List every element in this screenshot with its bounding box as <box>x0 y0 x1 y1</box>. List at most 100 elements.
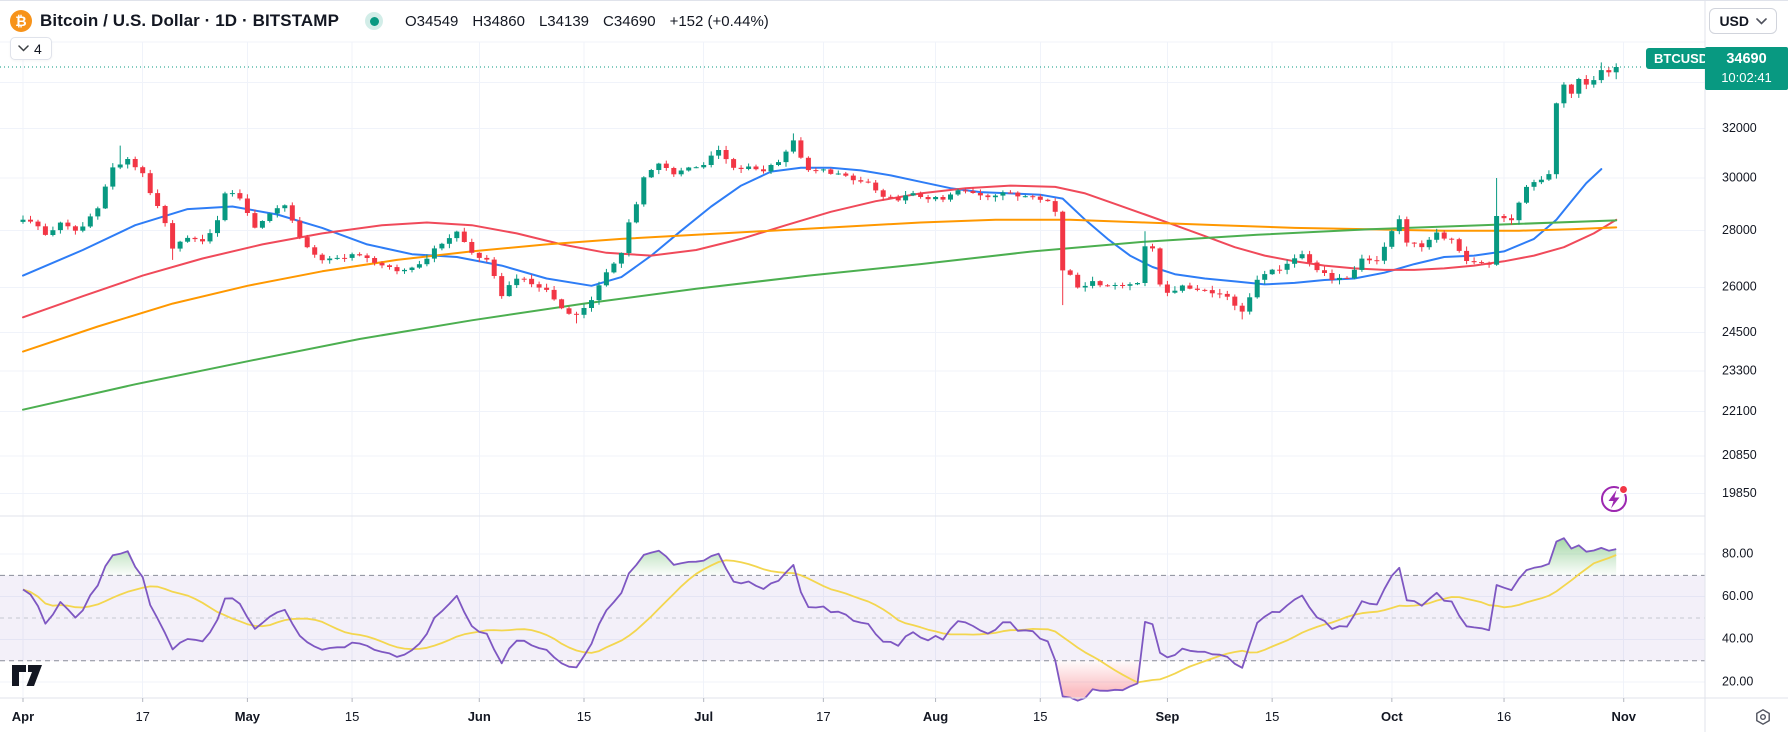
candle-body <box>177 241 183 249</box>
candle-body <box>312 247 318 255</box>
candle-body <box>1030 196 1036 198</box>
candle-body <box>274 208 280 214</box>
candle-body <box>342 257 348 259</box>
candle-body <box>1314 262 1320 271</box>
candle-body <box>1396 219 1402 232</box>
candle-body <box>581 308 587 315</box>
candle-body <box>476 252 482 258</box>
candle-body <box>1583 79 1589 85</box>
candle-body <box>738 167 744 169</box>
candle-body <box>828 169 834 174</box>
candle-body <box>147 173 153 194</box>
time-axis-label: Jul <box>694 709 713 724</box>
candle-body <box>57 222 63 231</box>
time-axis-label: 17 <box>816 709 830 724</box>
candle-body <box>364 255 370 258</box>
candle-body <box>1464 250 1470 261</box>
candle-body <box>783 151 789 163</box>
candle-body <box>970 191 976 193</box>
candle-body <box>746 166 752 169</box>
candle-body <box>1434 232 1440 240</box>
candle-body <box>603 272 609 286</box>
candle-body <box>1329 273 1335 280</box>
candle-body <box>589 300 594 308</box>
candle-body <box>536 284 542 288</box>
axis-settings-icon[interactable] <box>1756 709 1770 725</box>
candle-body <box>446 238 452 244</box>
chart-header: ₿ Bitcoin / U.S. Dollar · 1D · BITSTAMP … <box>0 1 1788 41</box>
current-price-countdown: 10:02:41 <box>1721 70 1772 85</box>
candle-body <box>1015 192 1021 197</box>
rsi-line[interactable] <box>22 537 1617 702</box>
candle-body <box>506 285 512 297</box>
time-axis[interactable]: Apr 17 May 15 Jun 15 Jul 17 Aug 15 Sep 15 Oct 16 Nov <box>12 698 1637 724</box>
lightning-icon[interactable] <box>1601 484 1629 512</box>
candle-body <box>170 223 176 249</box>
candle-body <box>461 231 467 242</box>
price-axis-label: 22100 <box>1722 404 1757 418</box>
price-axis-label: 32000 <box>1722 121 1757 135</box>
candle-body <box>955 190 961 195</box>
candle-body <box>963 190 968 192</box>
candle-body <box>372 258 378 263</box>
currency-selector[interactable]: USD <box>1709 8 1777 34</box>
candle-body <box>282 205 288 209</box>
candle-body <box>768 165 774 172</box>
rsi-axis-label: 60.00 <box>1722 589 1753 603</box>
candle-body <box>1209 290 1215 294</box>
price-axis-label: 28000 <box>1722 223 1757 237</box>
candle-body <box>873 182 879 191</box>
candle-body <box>244 198 250 213</box>
rsi-signal-line[interactable] <box>22 554 1617 684</box>
price-axis-label: 30000 <box>1722 170 1757 184</box>
candle-body <box>918 193 924 197</box>
candle-body <box>1344 277 1350 279</box>
candle-body <box>1553 103 1559 175</box>
candlestick-series[interactable] <box>20 62 1619 324</box>
candle-body <box>903 195 909 201</box>
rsi-axis-label: 40.00 <box>1722 632 1753 646</box>
candle-body <box>858 180 864 182</box>
candle-body <box>1404 219 1410 243</box>
candle-body <box>1247 297 1253 312</box>
candle-body <box>185 237 191 242</box>
candle-body <box>551 289 557 300</box>
time-axis-label: Sep <box>1156 709 1180 724</box>
tradingview-logo[interactable] <box>12 665 42 686</box>
candle-body <box>1524 186 1529 203</box>
ma-mid-red[interactable] <box>22 184 1618 319</box>
candle-body <box>409 267 415 270</box>
price-axis[interactable]: 32000 30000 28000 26000 24500 23300 22100 20850… <box>1722 121 1757 688</box>
ma-long-green[interactable] <box>22 219 1618 411</box>
candle-body <box>985 195 991 198</box>
rsi-band <box>0 574 1705 662</box>
symbol-title[interactable]: Bitcoin / U.S. Dollar · 1D · BITSTAMP <box>40 11 340 30</box>
candle-body <box>559 299 565 309</box>
candle-body <box>925 197 931 200</box>
candle-body <box>596 285 602 301</box>
time-axis-label: May <box>235 709 261 724</box>
candle-body <box>1359 258 1365 270</box>
candle-body <box>1090 281 1096 286</box>
time-axis-label: Apr <box>12 709 34 724</box>
ma-slow-orange[interactable] <box>22 218 1618 353</box>
candle-body <box>933 197 939 200</box>
candle-body <box>1337 277 1342 280</box>
candle-body <box>574 313 579 315</box>
candle-body <box>1374 260 1380 262</box>
price-axis-label: 26000 <box>1722 280 1757 294</box>
candle-body <box>1037 196 1043 200</box>
candle-body <box>1568 84 1574 94</box>
candle-body <box>1202 289 1208 291</box>
candle-body <box>491 259 497 276</box>
candle-body <box>1426 239 1432 248</box>
indicators-collapse-button[interactable]: 4 <box>10 37 52 60</box>
candle-body <box>880 190 886 197</box>
time-axis-label: 15 <box>1033 709 1047 724</box>
time-axis-label: 17 <box>135 709 149 724</box>
price-axis-label: 19850 <box>1722 486 1757 500</box>
candle-body <box>1509 218 1514 221</box>
candle-body <box>95 208 101 217</box>
candle-body <box>626 222 632 253</box>
